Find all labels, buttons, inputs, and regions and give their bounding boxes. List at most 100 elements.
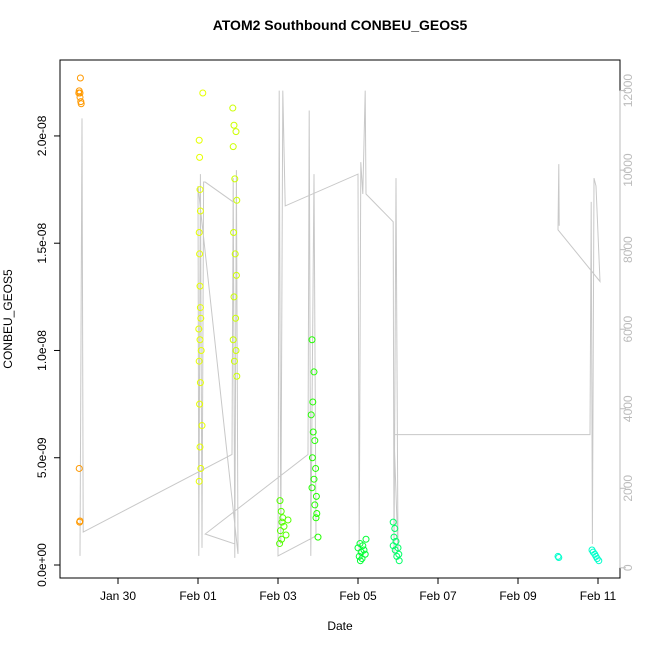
data-point: [308, 336, 316, 344]
data-point: [311, 501, 319, 509]
data-point: [309, 398, 317, 406]
data-point: [356, 557, 364, 565]
data-point: [309, 428, 317, 436]
data-point: [196, 443, 204, 451]
data-point: [357, 548, 365, 556]
y2-tick-label: 4000: [621, 395, 635, 422]
data-point: [308, 454, 316, 462]
altitude-line: [79, 90, 601, 558]
data-point: [230, 357, 238, 365]
x-tick-label: Jan 30: [100, 589, 136, 603]
data-point: [277, 507, 285, 515]
data-point: [232, 314, 240, 322]
y2-tick-label: 2000: [621, 475, 635, 502]
data-point: [362, 535, 370, 543]
data-point: [197, 346, 205, 354]
data-point: [276, 540, 284, 548]
data-point: [358, 555, 366, 563]
y-tick-label: 2.0e-08: [35, 115, 49, 156]
data-point: [230, 293, 238, 301]
data-point: [197, 464, 205, 472]
y-tick-label: 1.0e-08: [35, 330, 49, 371]
x-tick-label: Feb 09: [499, 589, 537, 603]
y2-tick-label: 8000: [621, 236, 635, 263]
data-point: [233, 372, 241, 380]
data-point: [195, 228, 203, 236]
data-point: [232, 346, 240, 354]
data-point: [276, 527, 284, 535]
data-point: [196, 336, 204, 344]
data-point: [77, 100, 85, 108]
data-point: [196, 379, 204, 387]
data-point: [195, 477, 203, 485]
data-point: [196, 250, 204, 258]
data-point: [229, 104, 237, 112]
data-point: [312, 492, 320, 500]
data-point: [308, 484, 316, 492]
data-point: [280, 522, 288, 530]
data-point: [76, 74, 84, 82]
data-point: [595, 557, 603, 565]
data-point: [555, 553, 563, 561]
data-point: [229, 143, 237, 151]
data-point: [395, 557, 403, 565]
data-point: [230, 228, 238, 236]
data-point: [231, 175, 239, 183]
x-tick-label: Feb 05: [339, 589, 377, 603]
data-point: [196, 207, 204, 215]
data-point: [554, 552, 562, 560]
y-axis-label: CONBEU_GEOS5: [1, 269, 15, 369]
data-point: [76, 89, 84, 97]
data-point: [313, 510, 321, 518]
data-point: [229, 336, 237, 344]
chart-title: ATOM2 Southbound CONBEU_GEOS5: [213, 17, 468, 33]
data-point: [276, 497, 284, 505]
data-point: [195, 136, 203, 144]
data-point: [389, 518, 397, 526]
data-point: [278, 518, 286, 526]
data-point: [231, 250, 239, 258]
data-point: [307, 411, 315, 419]
data-point: [196, 400, 204, 408]
data-point: [282, 531, 290, 539]
y-tick-label: 0.0e+00: [35, 543, 49, 587]
y2-tick-label: 10000: [621, 153, 635, 187]
data-point: [196, 304, 204, 312]
data-point: [198, 422, 206, 430]
y2-tick-label: 0: [621, 564, 635, 571]
data-point: [75, 464, 83, 472]
y2-tick-label: 12000: [621, 74, 635, 108]
data-point: [390, 533, 398, 541]
data-point: [312, 514, 320, 522]
y-tick-label: 5.0e-09: [35, 437, 49, 478]
data-point: [76, 517, 84, 525]
x-tick-label: Feb 01: [179, 589, 217, 603]
data-point: [197, 314, 205, 322]
data-point: [593, 555, 601, 563]
data-point: [232, 128, 240, 136]
y2-tick-label: 6000: [621, 316, 635, 343]
data-point: [278, 535, 286, 543]
data-point: [232, 271, 240, 279]
data-point: [233, 196, 241, 204]
data-point: [76, 93, 84, 101]
data-point: [314, 533, 322, 541]
x-tick-label: Feb 11: [580, 589, 617, 603]
x-axis-label: Date: [327, 619, 353, 633]
data-point: [230, 121, 238, 129]
x-tick-label: Feb 07: [419, 589, 457, 603]
data-point: [391, 546, 399, 554]
y-tick-label: 1.5e-08: [35, 223, 49, 264]
data-point: [284, 516, 292, 524]
data-point: [310, 475, 318, 483]
data-point: [195, 325, 203, 333]
data-point: [199, 89, 207, 97]
data-point: [195, 357, 203, 365]
data-point: [196, 282, 204, 290]
x-tick-label: Feb 03: [259, 589, 297, 603]
data-point: [196, 153, 204, 161]
data-point: [312, 464, 320, 472]
data-point: [196, 186, 204, 194]
